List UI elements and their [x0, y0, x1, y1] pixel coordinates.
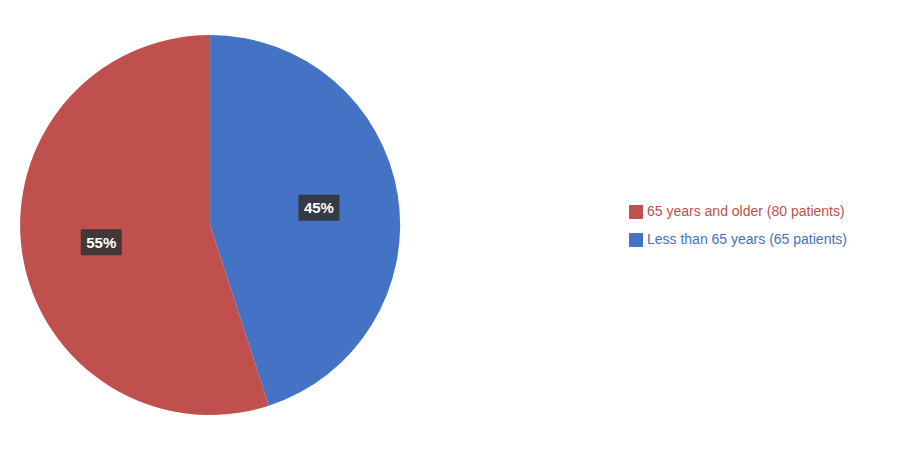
- html-text:Less than 65 years (65 patient: Less than 65 years (65 patients): [647, 231, 847, 247]
- svg-text:45%: 45%: [304, 199, 334, 216]
- svg-text:55%: 55%: [86, 234, 116, 251]
- html-text:65 years and older (80 patient: 65 years and older (80 patients): [647, 203, 845, 219]
